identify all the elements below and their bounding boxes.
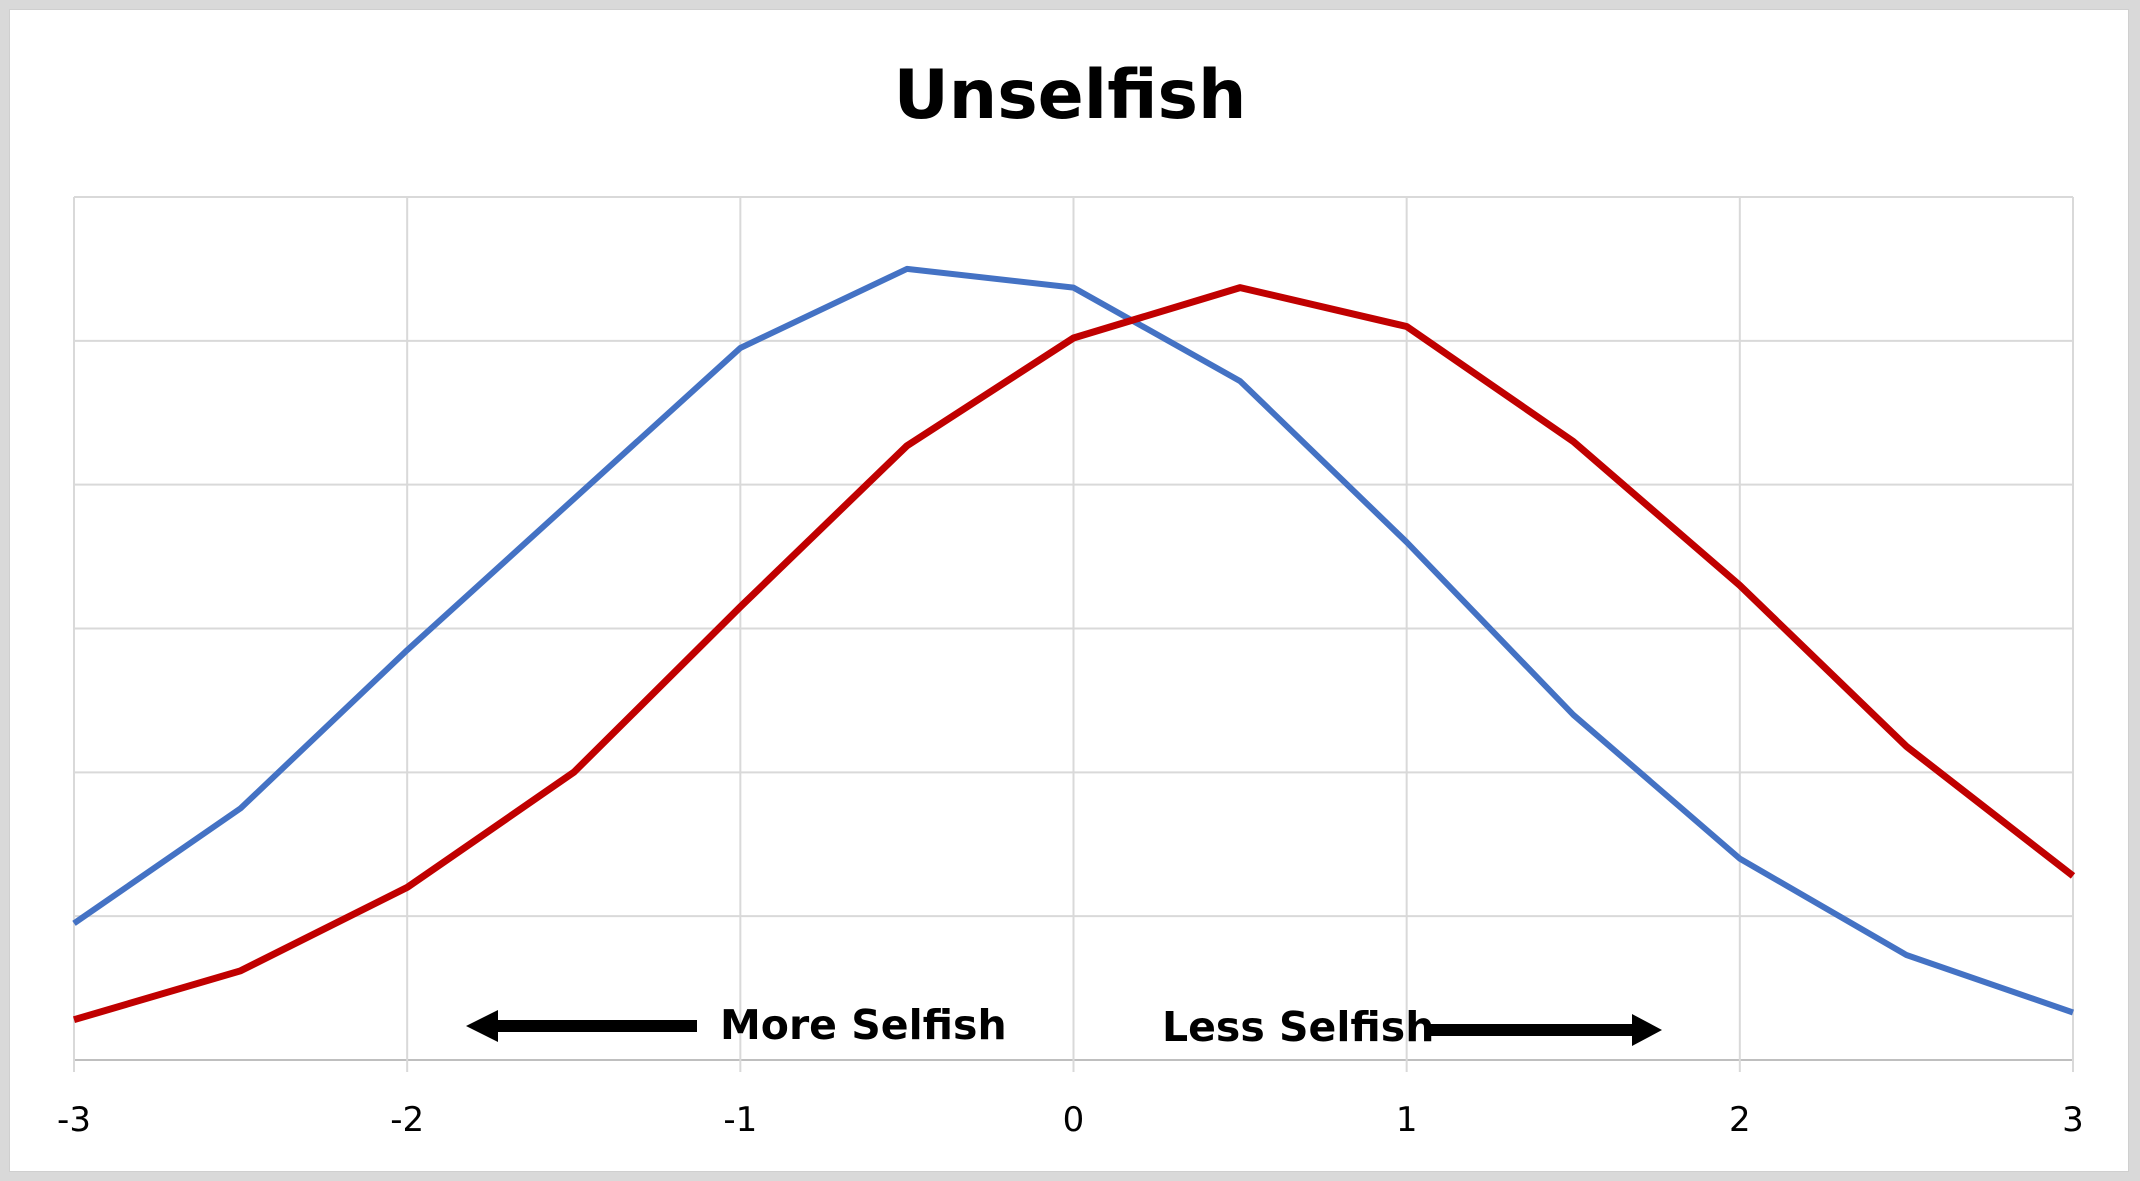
x-tick-labels: -3 -2 -1 0 1 2 3 (57, 1100, 2084, 1140)
less-selfish-arrow (1428, 1014, 1662, 1046)
grid (73, 196, 2074, 1072)
x-tick-label: -2 (390, 1100, 424, 1140)
chart-frame (9, 9, 2129, 1172)
x-tick-label: 1 (1396, 1100, 1418, 1140)
series-line-0 (72, 265, 2074, 1016)
x-tick-label: 0 (1063, 1100, 1085, 1140)
series-line-1 (73, 284, 2076, 1024)
x-tick-label: 3 (2062, 1100, 2084, 1140)
x-tick-label: 2 (1729, 1100, 1751, 1140)
series-layer (72, 265, 2076, 1024)
more-selfish-label: More Selfish (720, 1001, 1007, 1049)
chart-title: Unselfish (894, 56, 1247, 135)
x-tick-label: -1 (723, 1100, 757, 1140)
annotations: More Selfish Less Selfish (466, 1001, 1662, 1051)
less-selfish-label: Less Selfish (1162, 1003, 1434, 1051)
more-selfish-arrow (466, 1010, 697, 1042)
x-tick-label: -3 (57, 1100, 91, 1140)
